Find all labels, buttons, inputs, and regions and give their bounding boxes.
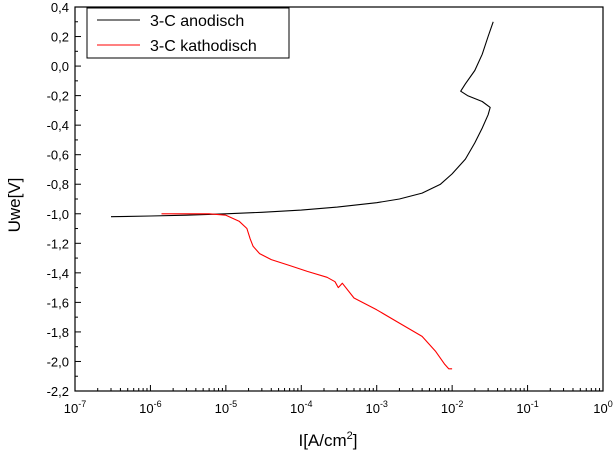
y-tick-label: -1,8 bbox=[47, 325, 69, 340]
y-tick-label: -1,6 bbox=[47, 295, 69, 310]
legend-label-anodisch: 3-C anodisch bbox=[150, 13, 244, 30]
plot-frame bbox=[74, 6, 604, 392]
x-tick-label: 10-2 bbox=[441, 399, 463, 416]
y-tick-label: -0,4 bbox=[47, 118, 69, 133]
x-tick-label: 10-3 bbox=[365, 399, 387, 416]
y-tick-label: -0,2 bbox=[47, 89, 69, 104]
y-tick-label: -0,8 bbox=[47, 177, 69, 192]
x-axis-label: I[A/cm2] bbox=[298, 430, 357, 450]
y-axis-label: Uwe[V] bbox=[5, 178, 24, 233]
series-line-kathodisch bbox=[161, 213, 453, 370]
legend-box bbox=[86, 7, 290, 59]
x-tick-label: 10-5 bbox=[215, 399, 237, 416]
legend: 3-C anodisch 3-C kathodisch bbox=[86, 7, 290, 59]
x-tick-label: 10-4 bbox=[290, 399, 312, 416]
y-tick-label: -1,0 bbox=[47, 207, 69, 222]
y-tick-label: -0,6 bbox=[47, 148, 69, 163]
plot-axes: 0,4 0,2 0,0 -0,2 -0,4 -0,6 -0,8 -1,0 -1,2 -1,4 -1,… bbox=[47, 0, 613, 416]
y-tick-label: -1,4 bbox=[47, 266, 69, 281]
legend-label-kathodisch: 3-C kathodisch bbox=[150, 38, 257, 55]
y-tick-label: -1,2 bbox=[47, 236, 69, 251]
x-tick-label: 100 bbox=[593, 399, 612, 416]
x-tick-label: 10-1 bbox=[516, 399, 538, 416]
y-tick-label: -2,2 bbox=[47, 384, 69, 399]
series-layer bbox=[110, 21, 494, 370]
y-tick-label: -2,0 bbox=[47, 354, 69, 369]
y-tick-label: 0,0 bbox=[51, 59, 69, 74]
y-tick-label: 0,4 bbox=[51, 0, 69, 15]
series-line-anodisch bbox=[110, 21, 494, 218]
x-tick-label: 10-6 bbox=[139, 399, 161, 416]
y-tick-label: 0,2 bbox=[51, 30, 69, 45]
x-tick-label: 10-7 bbox=[64, 399, 86, 416]
